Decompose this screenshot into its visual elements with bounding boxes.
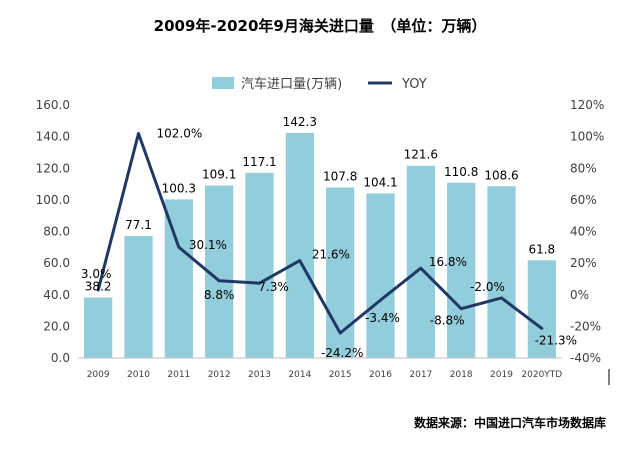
bar [285,132,314,358]
bar-value-label: 100.3 [162,181,196,195]
bar-value-label: 117.1 [242,155,276,169]
legend-bar-swatch [212,77,234,89]
bar-value-label: 108.6 [484,168,518,182]
y-left-tick-label: 0.0 [51,351,70,365]
source-note: 数据来源：中国进口汽车市场数据库 [414,415,606,430]
legend-line-label: YOY [401,77,427,92]
yoy-value-label: -21.3% [535,333,577,347]
yoy-value-labels: 3.0% 102.0% 30.1% 8.8% 7.3% 21.6% -24.2% -3.4% 1… [81,126,577,360]
x-tick-label: 2019 [490,370,513,380]
yoy-value-label: -3.4% [365,311,400,325]
legend: 汽车进口量(万辆) YOY [212,76,427,92]
x-tick-label: 2016 [369,370,392,380]
bar [487,186,516,358]
yoy-line [96,132,544,335]
bar-value-label: 107.8 [323,170,357,184]
bar-value-label: 121.6 [404,148,438,162]
y-left-tick-label: 140.0 [36,130,70,144]
bar [326,187,355,358]
x-tick-label: 2012 [208,370,231,380]
chart-title: 2009年-2020年9月海关进口量 （单位：万辆） [154,17,487,35]
y-right-tick-label: 0% [570,288,589,302]
y-right-tick-label: -20% [570,319,601,333]
bar [447,182,476,358]
x-tick-label: 2017 [409,370,432,380]
bar [84,297,113,358]
yoy-line-group [96,132,544,335]
x-tick-label: 2015 [329,370,352,380]
y-left-tick-label: 20.0 [43,319,70,333]
bar [406,165,435,358]
yoy-value-label: 3.0% [81,267,112,281]
yoy-value-label: 16.8% [429,255,467,269]
y-left-tick-label: 40.0 [43,288,70,302]
bar-value-label: 104.1 [363,175,397,189]
x-tick-label: 2011 [167,370,190,380]
yoy-value-label: -24.2% [321,346,363,360]
y-right-tick-label: 120% [570,98,604,112]
bar-value-label: 142.3 [283,115,317,129]
yoy-value-label: 30.1% [189,238,227,252]
y-right-tick-label: 20% [570,256,597,270]
legend-bar-label: 汽车进口量(万辆) [241,76,342,92]
bar-value-label: 109.1 [202,167,236,181]
yoy-value-label: 102.0% [157,126,203,140]
yoy-value-label: -2.0% [470,280,505,294]
y-left-tick-label: 80.0 [43,225,70,239]
bar-value-label: 110.8 [444,165,478,179]
bar [124,236,153,358]
bar-value-labels: 38.2 77.1 100.3 109.1 117.1 142.3 107.8 104.1 12… [85,115,555,294]
yoy-value-label: 7.3% [258,280,289,294]
bar [164,199,193,358]
y-right-tick-label: 40% [570,225,597,239]
y-left-tick-label: 60.0 [43,256,70,270]
x-tick-label: 2010 [127,370,150,380]
yoy-value-label: 8.8% [204,288,235,302]
bar-value-label: 38.2 [85,280,112,294]
bar [366,193,395,358]
y-left-tick-label: 160.0 [36,98,70,112]
bars [84,132,556,358]
bar [245,172,274,358]
y-left-tick-label: 120.0 [36,161,70,175]
yoy-value-label: -8.8% [430,314,465,328]
x-tick-label: 2013 [248,370,271,380]
y-axis-right: -40% -20% 0% 20% 40% 60% 80% 100% 120% [570,98,604,365]
bar [527,260,556,358]
bar-value-label: 61.8 [528,242,555,256]
x-tick-label: 2014 [288,370,311,380]
bar-value-label: 77.1 [125,218,152,232]
yoy-value-label: 21.6% [312,248,350,262]
y-right-tick-label: -40% [570,351,601,365]
x-tick-label: 2020YTD [521,370,562,380]
x-axis: 2009 2010 2011 2012 2013 2014 2015 2016 2017 2018… [78,357,562,380]
y-axis-left: 0.0 20.0 40.0 60.0 80.0 100.0 120.0 140.0 160.0 [36,98,70,365]
y-right-tick-label: 60% [570,193,597,207]
y-right-tick-label: 100% [570,130,604,144]
x-tick-label: 2009 [87,370,110,380]
x-tick-label: 2018 [450,370,473,380]
y-right-tick-label: 80% [570,161,597,175]
y-left-tick-label: 100.0 [36,193,70,207]
